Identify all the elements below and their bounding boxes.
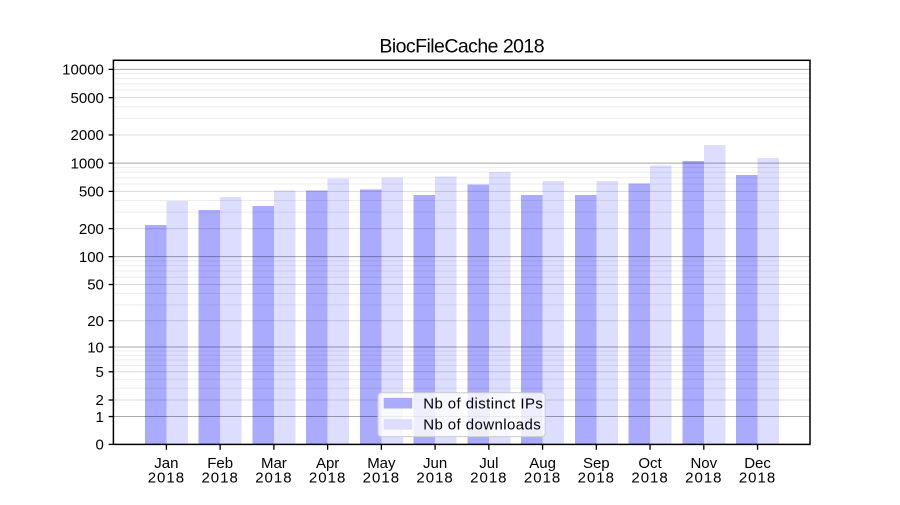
svg-text:Jul: Jul — [479, 455, 498, 472]
svg-text:0: 0 — [96, 437, 104, 454]
svg-text:2018: 2018 — [255, 469, 292, 486]
svg-text:2018: 2018 — [416, 469, 453, 486]
svg-text:1: 1 — [96, 409, 104, 426]
svg-text:10: 10 — [87, 339, 104, 356]
svg-text:2018: 2018 — [309, 469, 346, 486]
svg-text:2: 2 — [96, 392, 104, 409]
svg-text:500: 500 — [79, 184, 104, 201]
svg-text:10000: 10000 — [62, 62, 104, 79]
svg-text:100: 100 — [79, 249, 104, 266]
svg-text:Oct: Oct — [638, 455, 662, 472]
svg-text:20: 20 — [87, 313, 104, 330]
svg-text:2018: 2018 — [578, 469, 615, 486]
svg-text:Nb of downloads: Nb of downloads — [423, 417, 541, 434]
svg-text:2018: 2018 — [470, 469, 507, 486]
svg-text:Dec: Dec — [744, 455, 771, 472]
svg-text:200: 200 — [79, 221, 104, 238]
svg-text:Nov: Nov — [690, 455, 717, 472]
svg-text:2018: 2018 — [148, 469, 185, 486]
svg-text:5000: 5000 — [71, 90, 104, 107]
svg-text:Sep: Sep — [583, 455, 610, 472]
svg-text:Feb: Feb — [207, 455, 233, 472]
svg-text:5: 5 — [96, 364, 104, 381]
svg-text:Apr: Apr — [316, 455, 339, 472]
svg-text:2018: 2018 — [631, 469, 668, 486]
svg-text:Mar: Mar — [261, 455, 287, 472]
svg-text:Nb of distinct IPs: Nb of distinct IPs — [423, 396, 543, 413]
svg-text:2018: 2018 — [363, 469, 400, 486]
svg-text:Aug: Aug — [529, 455, 556, 472]
svg-text:2018: 2018 — [524, 469, 561, 486]
svg-text:2018: 2018 — [739, 469, 776, 486]
svg-text:2000: 2000 — [71, 127, 104, 144]
svg-text:Jun: Jun — [423, 455, 447, 472]
svg-text:2018: 2018 — [201, 469, 238, 486]
svg-text:May: May — [367, 455, 396, 472]
svg-text:2018: 2018 — [685, 469, 722, 486]
svg-text:BiocFileCache 2018: BiocFileCache 2018 — [379, 35, 544, 57]
svg-text:50: 50 — [87, 277, 104, 294]
svg-text:1000: 1000 — [71, 155, 104, 172]
svg-text:Jan: Jan — [154, 455, 178, 472]
